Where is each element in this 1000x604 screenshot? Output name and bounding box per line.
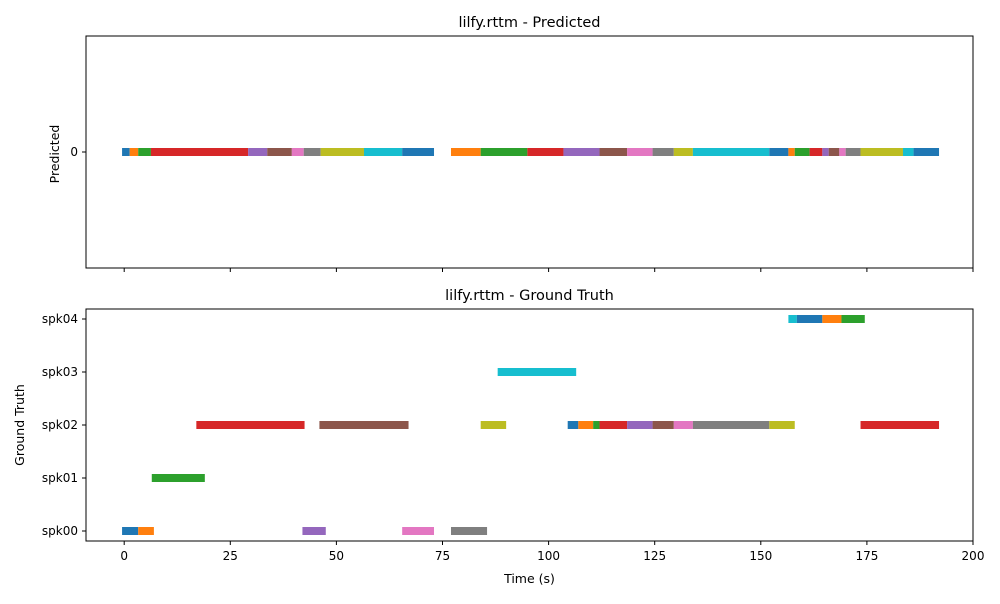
x-tick-label: 75: [435, 549, 450, 563]
segment-0-0: [122, 148, 130, 156]
ground-truth-segments: [122, 315, 940, 535]
segment-spk03-9: [497, 368, 577, 376]
segment-0-27: [845, 148, 861, 156]
segment-spk02-16: [673, 421, 693, 429]
segment-0-28: [860, 148, 903, 156]
segment-0-29: [902, 148, 914, 156]
segment-0-18: [673, 148, 693, 156]
ground-truth-x-axis-label: Time (s): [503, 571, 555, 586]
segment-spk00-0: [122, 527, 139, 535]
segment-0-1: [129, 148, 139, 156]
y-tick-label: spk03: [42, 365, 78, 379]
segment-spk02-12: [593, 421, 600, 429]
segment-spk02-17: [692, 421, 770, 429]
segment-0-4: [248, 148, 268, 156]
y-tick-label: 0: [70, 145, 78, 159]
ground-truth-y-axis-label: Ground Truth: [12, 384, 27, 466]
segment-spk02-10: [567, 421, 579, 429]
segment-spk02-3: [196, 421, 305, 429]
segment-0-21: [788, 148, 795, 156]
y-tick-label: spk02: [42, 418, 78, 432]
segment-spk00-1: [138, 527, 154, 535]
ground-truth-y-ticks: spk00 spk01 spk02 spk03 spk04: [42, 312, 86, 538]
segment-0-24: [822, 148, 829, 156]
segment-spk02-8: [480, 421, 507, 429]
segment-spk00-6: [402, 527, 435, 535]
segment-0-13: [527, 148, 564, 156]
segment-0-15: [599, 148, 628, 156]
segment-0-14: [563, 148, 600, 156]
x-tick-label: 0: [120, 549, 128, 563]
segment-spk04-22: [841, 315, 865, 323]
segment-0-26: [839, 148, 846, 156]
segment-0-6: [291, 148, 304, 156]
predicted-y-axis-label: Predicted: [47, 125, 62, 184]
segment-spk02-14: [627, 421, 653, 429]
x-tick-label: 175: [855, 549, 878, 563]
segment-spk04-21: [822, 315, 842, 323]
ground-truth-plot-frame: [85, 308, 974, 542]
segment-spk02-13: [599, 421, 628, 429]
segment-spk02-18: [769, 421, 795, 429]
ground-truth-panel: lilfy.rttm - Ground Truth Ground Truth T…: [12, 288, 984, 586]
predicted-plot-frame: [85, 35, 974, 269]
predicted-panel-title: lilfy.rttm - Predicted: [458, 15, 600, 31]
x-tick-label: 25: [223, 549, 238, 563]
x-tick-label: 125: [643, 549, 666, 563]
x-tick-label: 150: [749, 549, 772, 563]
predicted-y-ticks: 0: [70, 145, 86, 159]
y-tick-label: spk04: [42, 312, 78, 326]
x-tick-label: 50: [329, 549, 344, 563]
segment-spk04-19: [788, 315, 797, 323]
segment-0-20: [769, 148, 789, 156]
segment-0-9: [363, 148, 403, 156]
segment-spk02-23: [860, 421, 940, 429]
segment-0-5: [267, 148, 292, 156]
segment-spk04-20: [796, 315, 823, 323]
predicted-panel: lilfy.rttm - Predicted Predicted 0: [47, 15, 974, 272]
x-tick-label: 100: [537, 549, 560, 563]
predicted-segments: [122, 148, 940, 156]
segment-0-30: [913, 148, 940, 156]
segment-0-25: [828, 148, 840, 156]
segment-spk02-15: [652, 421, 674, 429]
segment-0-22: [794, 148, 810, 156]
segment-0-8: [320, 148, 364, 156]
y-tick-label: spk01: [42, 471, 78, 485]
segment-spk02-11: [578, 421, 594, 429]
x-tick-label: 200: [962, 549, 985, 563]
segment-0-19: [692, 148, 770, 156]
segment-spk00-4: [302, 527, 326, 535]
segment-spk02-5: [319, 421, 409, 429]
y-tick-label: spk00: [42, 524, 78, 538]
predicted-x-ticks: [123, 268, 974, 272]
segment-0-10: [402, 148, 435, 156]
segment-0-17: [652, 148, 674, 156]
segment-spk00-7: [450, 527, 488, 535]
segment-0-12: [480, 148, 528, 156]
segment-0-23: [809, 148, 823, 156]
segment-spk01-2: [151, 474, 205, 482]
segment-0-11: [450, 148, 481, 156]
segment-0-3: [150, 148, 249, 156]
segment-0-7: [303, 148, 321, 156]
segment-0-2: [138, 148, 151, 156]
ground-truth-x-ticks: 0 25 50 75 100 125 150 175 200: [120, 541, 984, 563]
ground-truth-panel-title: lilfy.rttm - Ground Truth: [445, 288, 614, 304]
segment-0-16: [627, 148, 653, 156]
